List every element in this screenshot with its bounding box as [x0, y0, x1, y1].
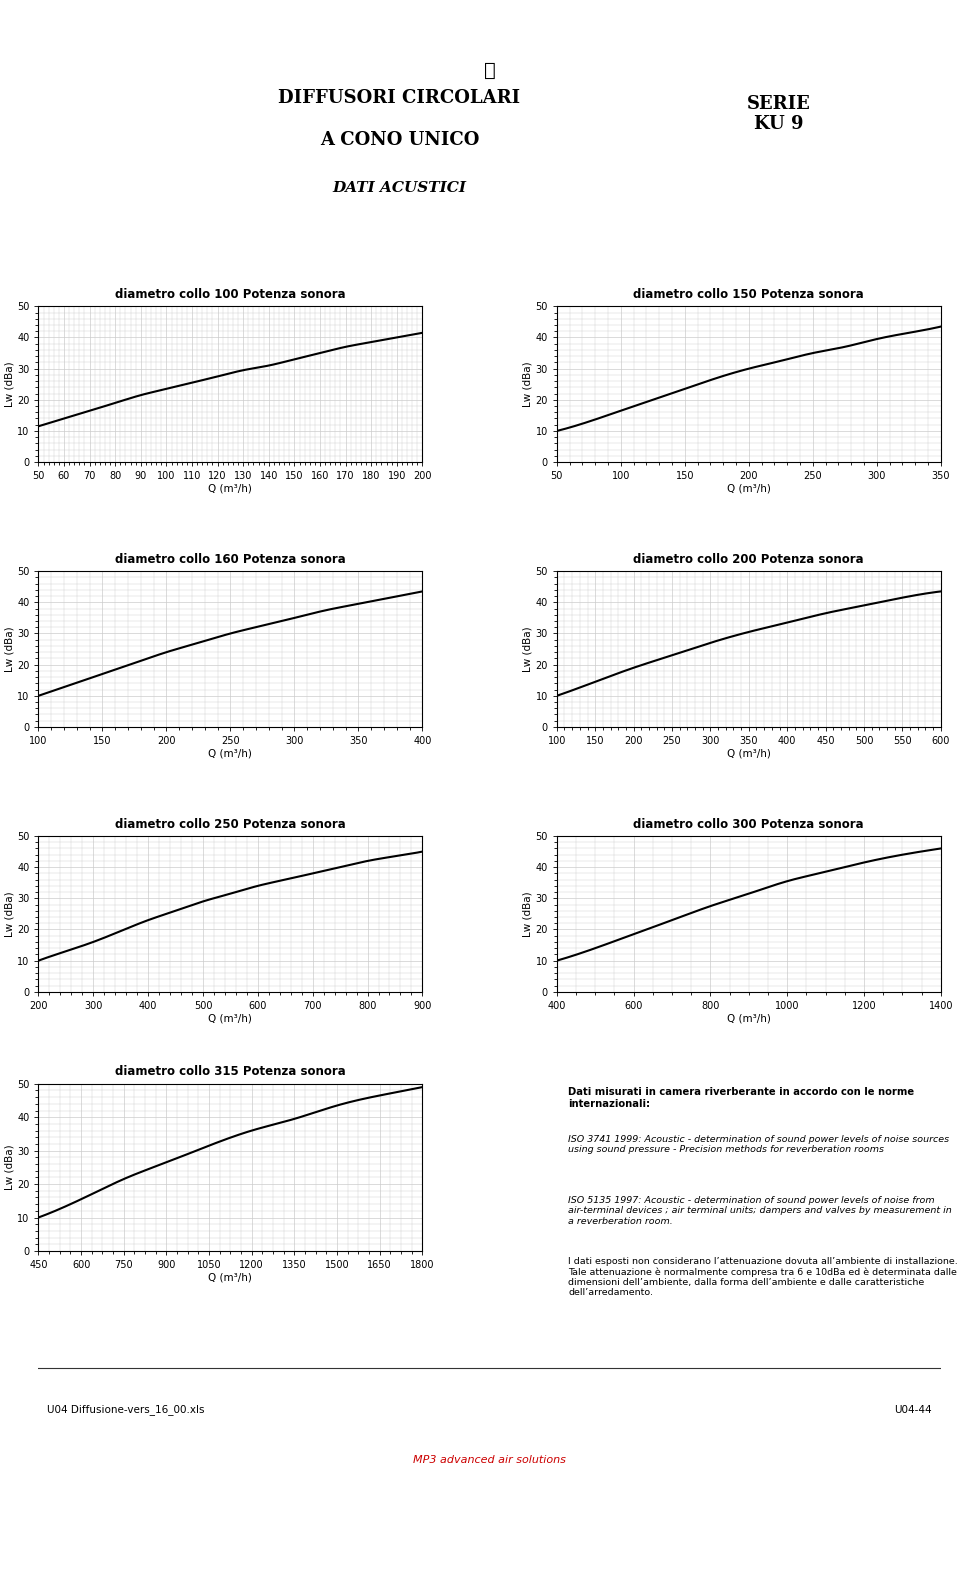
Y-axis label: Lw (dBa): Lw (dBa) — [522, 626, 533, 672]
Text: Dati misurati in camera riverberante in accordo con le norme internazionali:: Dati misurati in camera riverberante in … — [568, 1087, 915, 1109]
X-axis label: Q (m³/h): Q (m³/h) — [208, 749, 252, 758]
Title: diametro collo 200 Potenza sonora: diametro collo 200 Potenza sonora — [634, 552, 864, 566]
Text: ISO 3741 1999: Acoustic - determination of sound power levels of noise sources u: ISO 3741 1999: Acoustic - determination … — [568, 1134, 949, 1155]
X-axis label: Q (m³/h): Q (m³/h) — [208, 1273, 252, 1282]
Y-axis label: Lw (dBa): Lw (dBa) — [4, 890, 14, 936]
Y-axis label: Lw (dBa): Lw (dBa) — [4, 626, 14, 672]
X-axis label: Q (m³/h): Q (m³/h) — [208, 1013, 252, 1024]
Text: SERIE
KU 9: SERIE KU 9 — [747, 94, 810, 134]
X-axis label: Q (m³/h): Q (m³/h) — [208, 484, 252, 494]
Y-axis label: Lw (dBa): Lw (dBa) — [522, 890, 533, 936]
Text: U04 Diffusione-vers_16_00.xls: U04 Diffusione-vers_16_00.xls — [47, 1405, 204, 1416]
X-axis label: Q (m³/h): Q (m³/h) — [727, 484, 771, 494]
Text: DATI ACUSTICI: DATI ACUSTICI — [332, 181, 467, 195]
Title: diametro collo 150 Potenza sonora: diametro collo 150 Potenza sonora — [634, 288, 864, 300]
X-axis label: Q (m³/h): Q (m³/h) — [727, 749, 771, 758]
Title: diametro collo 315 Potenza sonora: diametro collo 315 Potenza sonora — [115, 1065, 346, 1079]
Y-axis label: Lw (dBa): Lw (dBa) — [4, 362, 14, 407]
Title: diametro collo 300 Potenza sonora: diametro collo 300 Potenza sonora — [634, 818, 864, 831]
X-axis label: Q (m³/h): Q (m³/h) — [727, 1013, 771, 1024]
Y-axis label: Lw (dBa): Lw (dBa) — [4, 1145, 14, 1191]
Text: A CONO UNICO: A CONO UNICO — [320, 131, 479, 149]
Title: diametro collo 100 Potenza sonora: diametro collo 100 Potenza sonora — [115, 288, 346, 300]
Y-axis label: Lw (dBa): Lw (dBa) — [522, 362, 533, 407]
Text: 🦅: 🦅 — [484, 61, 495, 80]
Text: U04-44: U04-44 — [894, 1405, 932, 1414]
Title: diametro collo 250 Potenza sonora: diametro collo 250 Potenza sonora — [115, 818, 346, 831]
Text: I dati esposti non considerano l’attenuazione dovuta all’ambiente di installazio: I dati esposti non considerano l’attenua… — [568, 1257, 958, 1298]
Title: diametro collo 160 Potenza sonora: diametro collo 160 Potenza sonora — [115, 552, 346, 566]
Text: DIFFUSORI CIRCOLARI: DIFFUSORI CIRCOLARI — [278, 90, 520, 107]
Text: ISO 5135 1997: Acoustic - determination of sound power levels of noise from air-: ISO 5135 1997: Acoustic - determination … — [568, 1195, 952, 1225]
Text: MP3 advanced air solutions: MP3 advanced air solutions — [413, 1455, 566, 1464]
